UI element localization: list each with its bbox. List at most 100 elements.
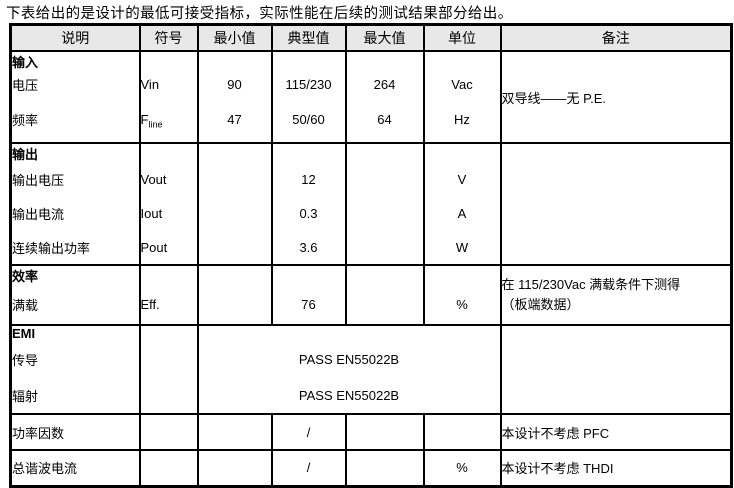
input-frequency-typ: 50/60: [270, 97, 347, 143]
header-desc: 说明: [9, 24, 141, 51]
empty-cell: [196, 51, 273, 71]
header-min: 最小值: [196, 24, 273, 51]
thd-row: 总谐波电流 / % 本设计不考虑 THDI: [9, 450, 733, 486]
empty-cell: [270, 265, 347, 285]
empty-cell: [138, 265, 199, 285]
input-voltage-desc: 电压: [9, 71, 141, 97]
empty-merged-cell: [196, 325, 502, 341]
empty-cell: [196, 285, 273, 325]
output-current-desc: 输出电流: [9, 196, 141, 230]
empty-cell: [196, 143, 273, 163]
thd-remark: 本设计不考虑 THDI: [499, 450, 733, 486]
emi-conducted-desc: 传导: [9, 341, 141, 377]
efficiency-remark-line1: 在 115/230Vac 满载条件下测得: [501, 277, 681, 292]
empty-cell: [344, 143, 425, 163]
output-power-typ: 3.6: [270, 230, 347, 265]
empty-cell: [344, 285, 425, 325]
efficiency-fullload-typ: 76: [270, 285, 347, 325]
empty-cell: [499, 143, 733, 163]
power-factor-desc: 功率因数: [9, 414, 141, 450]
emi-conducted-row: 传导 PASS EN55022B: [9, 341, 733, 377]
empty-cell: [196, 163, 273, 196]
input-section-title: 输入: [9, 51, 141, 71]
output-power-unit: W: [422, 230, 502, 265]
table-header-row: 说明 符号 最小值 典型值 最大值 单位 备注: [9, 24, 733, 51]
output-voltage-typ: 12: [270, 163, 347, 196]
empty-cell: [344, 414, 425, 450]
efficiency-remark-line2: （板端数据）: [501, 297, 580, 312]
spec-table: 说明 符号 最小值 典型值 最大值 单位 备注 输入 双导线——无 P.E. 电…: [9, 23, 733, 488]
power-factor-typ: /: [270, 414, 347, 450]
empty-cell: [499, 341, 733, 377]
header-unit: 单位: [422, 24, 502, 51]
output-current-typ: 0.3: [270, 196, 347, 230]
section-output: 输出 输出电压 Vout 12 V 输出电流 Iout 0.3 A: [9, 143, 733, 265]
empty-cell: [499, 230, 733, 265]
input-voltage-min: 90: [196, 71, 273, 97]
output-voltage-unit: V: [422, 163, 502, 196]
empty-cell: [270, 51, 347, 71]
empty-cell: [344, 51, 425, 71]
emi-title-row: EMI: [9, 325, 733, 341]
empty-cell: [196, 196, 273, 230]
input-voltage-max: 264: [344, 71, 425, 97]
symbol-base: F: [140, 112, 149, 127]
empty-cell: [138, 325, 199, 341]
empty-cell: [422, 414, 502, 450]
efficiency-section-title: 效率: [9, 265, 141, 285]
power-factor-remark: 本设计不考虑 PFC: [499, 414, 733, 450]
empty-cell: [499, 377, 733, 414]
intro-text: 下表给出的是设计的最低可接受指标，实际性能在后续的测试结果部分给出。: [6, 6, 513, 22]
efficiency-fullload-symbol: Eff.: [138, 285, 199, 325]
empty-cell: [196, 450, 273, 486]
section-power-factor: 功率因数 / 本设计不考虑 PFC: [9, 414, 733, 450]
empty-cell: [422, 265, 502, 285]
output-current-unit: A: [422, 196, 502, 230]
thd-desc: 总谐波电流: [9, 450, 141, 486]
empty-cell: [196, 230, 273, 265]
empty-cell: [138, 341, 199, 377]
emi-radiated-desc: 辐射: [9, 377, 141, 414]
section-efficiency: 效率 在 115/230Vac 满载条件下测得 （板端数据） 满载 Eff. 7…: [9, 265, 733, 325]
emi-radiated-result: PASS EN55022B: [196, 377, 502, 414]
empty-cell: [499, 325, 733, 341]
efficiency-fullload-unit: %: [422, 285, 502, 325]
empty-cell: [422, 51, 502, 71]
output-power-row: 连续输出功率 Pout 3.6 W: [9, 230, 733, 265]
empty-cell: [499, 163, 733, 196]
emi-radiated-row: 辐射 PASS EN55022B: [9, 377, 733, 414]
power-factor-row: 功率因数 / 本设计不考虑 PFC: [9, 414, 733, 450]
empty-cell: [138, 51, 199, 71]
output-power-symbol: Pout: [138, 230, 199, 265]
input-voltage-typ: 115/230: [270, 71, 347, 97]
output-current-row: 输出电流 Iout 0.3 A: [9, 196, 733, 230]
output-title-row: 输出: [9, 143, 733, 163]
empty-cell: [138, 450, 199, 486]
empty-cell: [499, 196, 733, 230]
output-voltage-desc: 输出电压: [9, 163, 141, 196]
section-input: 输入 双导线——无 P.E. 电压 Vin 90 115/230 264 Vac…: [9, 51, 733, 143]
symbol-subscript: line: [148, 119, 163, 130]
input-remark: 双导线——无 P.E.: [499, 51, 733, 143]
empty-cell: [344, 196, 425, 230]
empty-cell: [196, 265, 273, 285]
section-thd: 总谐波电流 / % 本设计不考虑 THDI: [9, 450, 733, 486]
input-frequency-row: 频率 Fline 47 50/60 64 Hz: [9, 97, 732, 143]
table-header: 说明 符号 最小值 典型值 最大值 单位 备注: [9, 24, 733, 51]
input-voltage-symbol: Vin: [138, 71, 199, 97]
empty-cell: [138, 414, 199, 450]
header-remark: 备注: [499, 24, 733, 51]
header-symbol: 符号: [138, 24, 199, 51]
empty-cell: [138, 143, 199, 163]
efficiency-title-row: 效率 在 115/230Vac 满载条件下测得 （板端数据）: [9, 265, 733, 325]
output-voltage-row: 输出电压 Vout 12 V: [9, 163, 733, 196]
empty-cell: [344, 230, 425, 265]
input-voltage-row: 电压 Vin 90 115/230 264 Vac: [9, 71, 732, 97]
input-voltage-unit: Vac: [422, 71, 502, 97]
empty-cell: [138, 377, 199, 414]
output-section-title: 输出: [9, 143, 141, 163]
input-frequency-min: 47: [196, 97, 273, 143]
thd-typ: /: [270, 450, 347, 486]
empty-cell: [196, 414, 273, 450]
output-voltage-symbol: Vout: [138, 163, 199, 196]
